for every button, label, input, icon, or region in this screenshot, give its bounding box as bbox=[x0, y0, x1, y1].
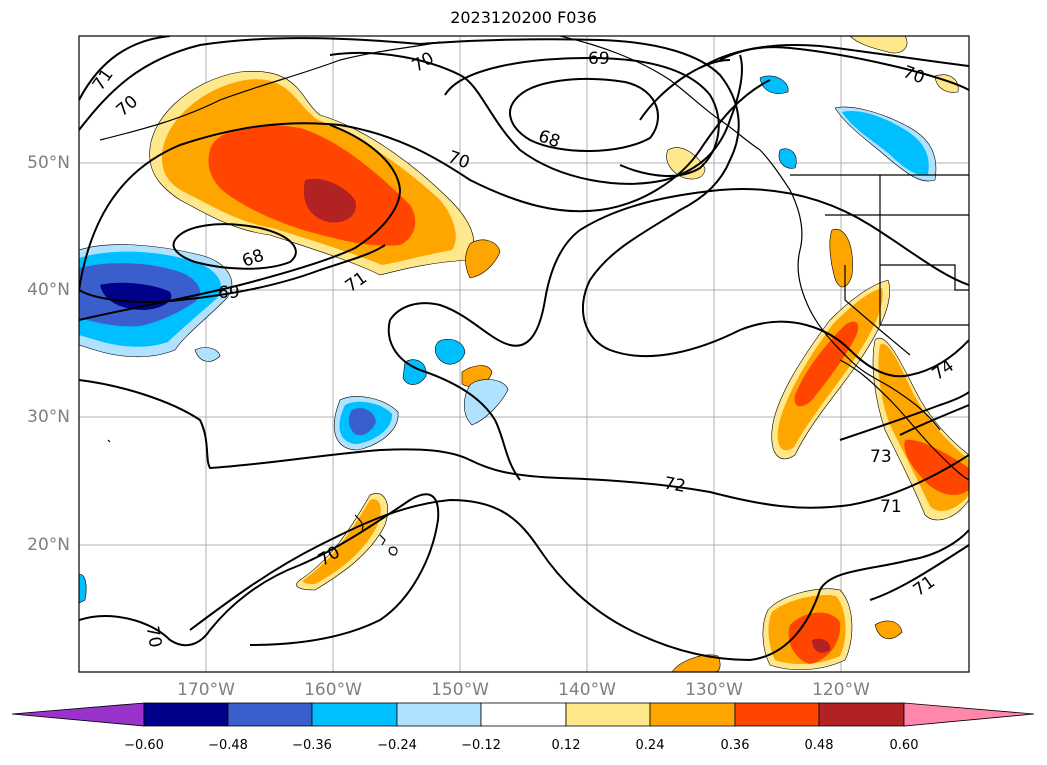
contour-label: 70 bbox=[113, 92, 142, 121]
negative-region-alaska bbox=[759, 75, 789, 94]
contour-label: 70 bbox=[409, 48, 438, 76]
colorbar-tick-label: 0.60 bbox=[889, 738, 919, 753]
colorbar-box bbox=[565, 702, 651, 727]
colorbar-extend-min bbox=[11, 702, 145, 727]
colorbar-tick-label: 0.24 bbox=[635, 738, 665, 753]
contour-label: 72 bbox=[662, 473, 687, 496]
lat-label: 40°N bbox=[27, 280, 70, 300]
negative-region-small-2 bbox=[402, 359, 427, 385]
colorbar-box bbox=[649, 702, 736, 727]
positive-region-small-4 bbox=[465, 239, 501, 279]
map-frame bbox=[78, 35, 970, 673]
contour-label: 70 bbox=[900, 62, 927, 88]
contour-label: 73 bbox=[870, 447, 892, 467]
colorbar-tick-label: −0.36 bbox=[292, 738, 332, 753]
lat-label: 20°N bbox=[27, 535, 70, 555]
contour-label: 69 bbox=[588, 49, 610, 69]
contour-label: 70 bbox=[445, 147, 472, 173]
negative-region-small-4 bbox=[194, 347, 221, 362]
colorbar-tick-label: −0.60 bbox=[124, 738, 164, 753]
contour-label: 69 bbox=[218, 283, 240, 303]
colorbar-tick-label: 0.12 bbox=[551, 738, 581, 753]
coastlines bbox=[99, 36, 969, 556]
positive-region-tropics-peak bbox=[812, 638, 831, 653]
lat-label: 30°N bbox=[27, 407, 70, 427]
colorbar-box bbox=[311, 702, 398, 727]
contour-lines bbox=[79, 36, 969, 662]
colorbar bbox=[11, 702, 1035, 727]
colorbar-tick-label: 0.36 bbox=[720, 738, 750, 753]
colorbar-box bbox=[227, 702, 313, 727]
map-title: 2023120200 F036 bbox=[450, 8, 597, 27]
colorbar-box bbox=[734, 702, 820, 727]
lat-label: 50°N bbox=[27, 153, 70, 173]
contour-label: 74 bbox=[929, 356, 958, 385]
colorbar-extend-max bbox=[903, 702, 1035, 727]
positive-region-sierra bbox=[829, 228, 853, 288]
colorbar-box bbox=[480, 702, 567, 727]
colorbar-tick-label: −0.12 bbox=[461, 738, 501, 753]
positive-region-gulf-of-alaska-peak bbox=[303, 178, 356, 223]
positive-region-small-5 bbox=[874, 620, 903, 639]
lon-label: 160°W bbox=[304, 680, 362, 700]
negative-region-small-3 bbox=[463, 379, 509, 426]
positive-region-mexico-core bbox=[904, 439, 969, 495]
colorbar-box bbox=[818, 702, 905, 727]
negative-region-bc-inner bbox=[842, 110, 929, 175]
contour-label: 71 bbox=[910, 572, 939, 601]
colorbar-tick-label: −0.48 bbox=[208, 738, 248, 753]
negative-region-small-1 bbox=[434, 339, 466, 365]
colorbar-box bbox=[396, 702, 482, 727]
positive-region-hawaii-inner bbox=[303, 499, 381, 584]
lon-label: 140°W bbox=[558, 680, 616, 700]
lon-label: 170°W bbox=[177, 680, 235, 700]
lon-label: 150°W bbox=[431, 680, 489, 700]
contour-label: 70 bbox=[142, 625, 165, 650]
contour-label: 71 bbox=[342, 268, 371, 297]
colorbar-tick-label: −0.24 bbox=[377, 738, 417, 753]
colorbar-tick-label: 0.48 bbox=[804, 738, 834, 753]
positive-region-ne-corner bbox=[849, 36, 908, 54]
contour-label: 71 bbox=[880, 497, 902, 517]
negative-region-edge-west bbox=[79, 574, 87, 604]
lon-label: 120°W bbox=[812, 680, 870, 700]
negative-region-coast bbox=[778, 148, 797, 169]
positive-region-tropics-edge bbox=[671, 654, 721, 672]
negative-region-central-core bbox=[348, 408, 376, 436]
lon-label: 130°W bbox=[685, 680, 743, 700]
colorbar-box bbox=[143, 702, 229, 727]
